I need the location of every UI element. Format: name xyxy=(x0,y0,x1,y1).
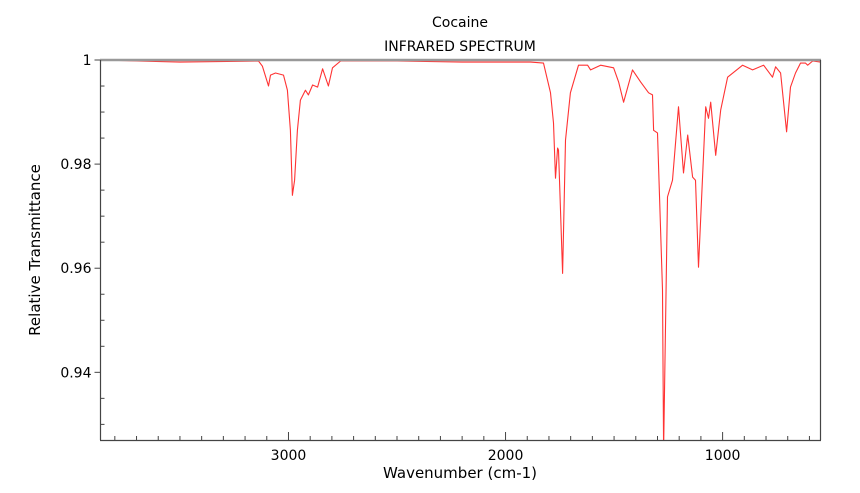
chart-subtitle: INFRARED SPECTRUM xyxy=(384,39,536,55)
x-tick-label: 2000 xyxy=(488,448,524,464)
axis-ticks: 3000 2000 1000 0.94 0.96 0.98 1 xyxy=(60,53,810,464)
y-tick-label: 0.98 xyxy=(60,157,91,173)
y-tick-label: 0.96 xyxy=(60,261,91,277)
y-tick-label: 0.94 xyxy=(60,365,91,381)
x-axis-label: Wavenumber (cm-1) xyxy=(383,464,537,482)
series-group xyxy=(100,59,821,440)
y-axis-label: Relative Transmittance xyxy=(26,164,44,336)
y-tick-label: 1 xyxy=(83,53,92,69)
x-tick-label: 3000 xyxy=(271,448,307,464)
chart-title: Cocaine xyxy=(432,15,488,31)
x-tick-label: 1000 xyxy=(705,448,741,464)
spectrum-line xyxy=(100,59,821,440)
